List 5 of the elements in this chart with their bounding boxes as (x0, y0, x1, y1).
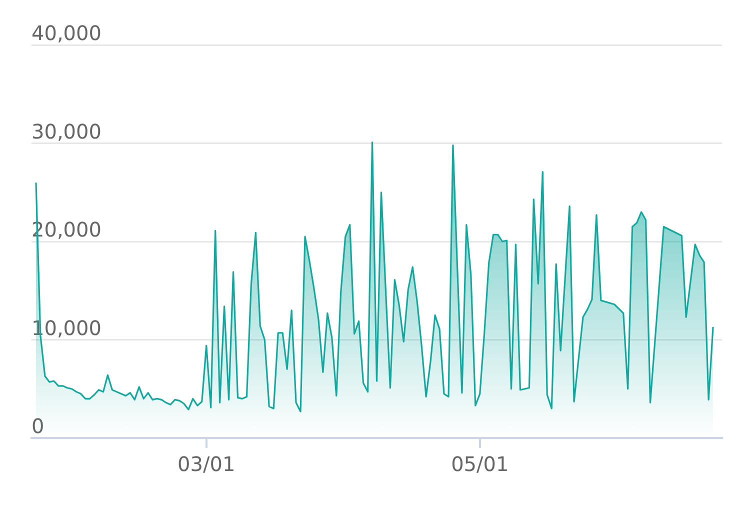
y-tick-label: 30,000 (32, 119, 102, 144)
y-tick-label: 0 (32, 414, 44, 438)
x-tick-label: 05/01 (451, 452, 509, 476)
x-tick-label: 03/01 (178, 452, 236, 476)
y-tick-label: 40,000 (32, 21, 102, 46)
